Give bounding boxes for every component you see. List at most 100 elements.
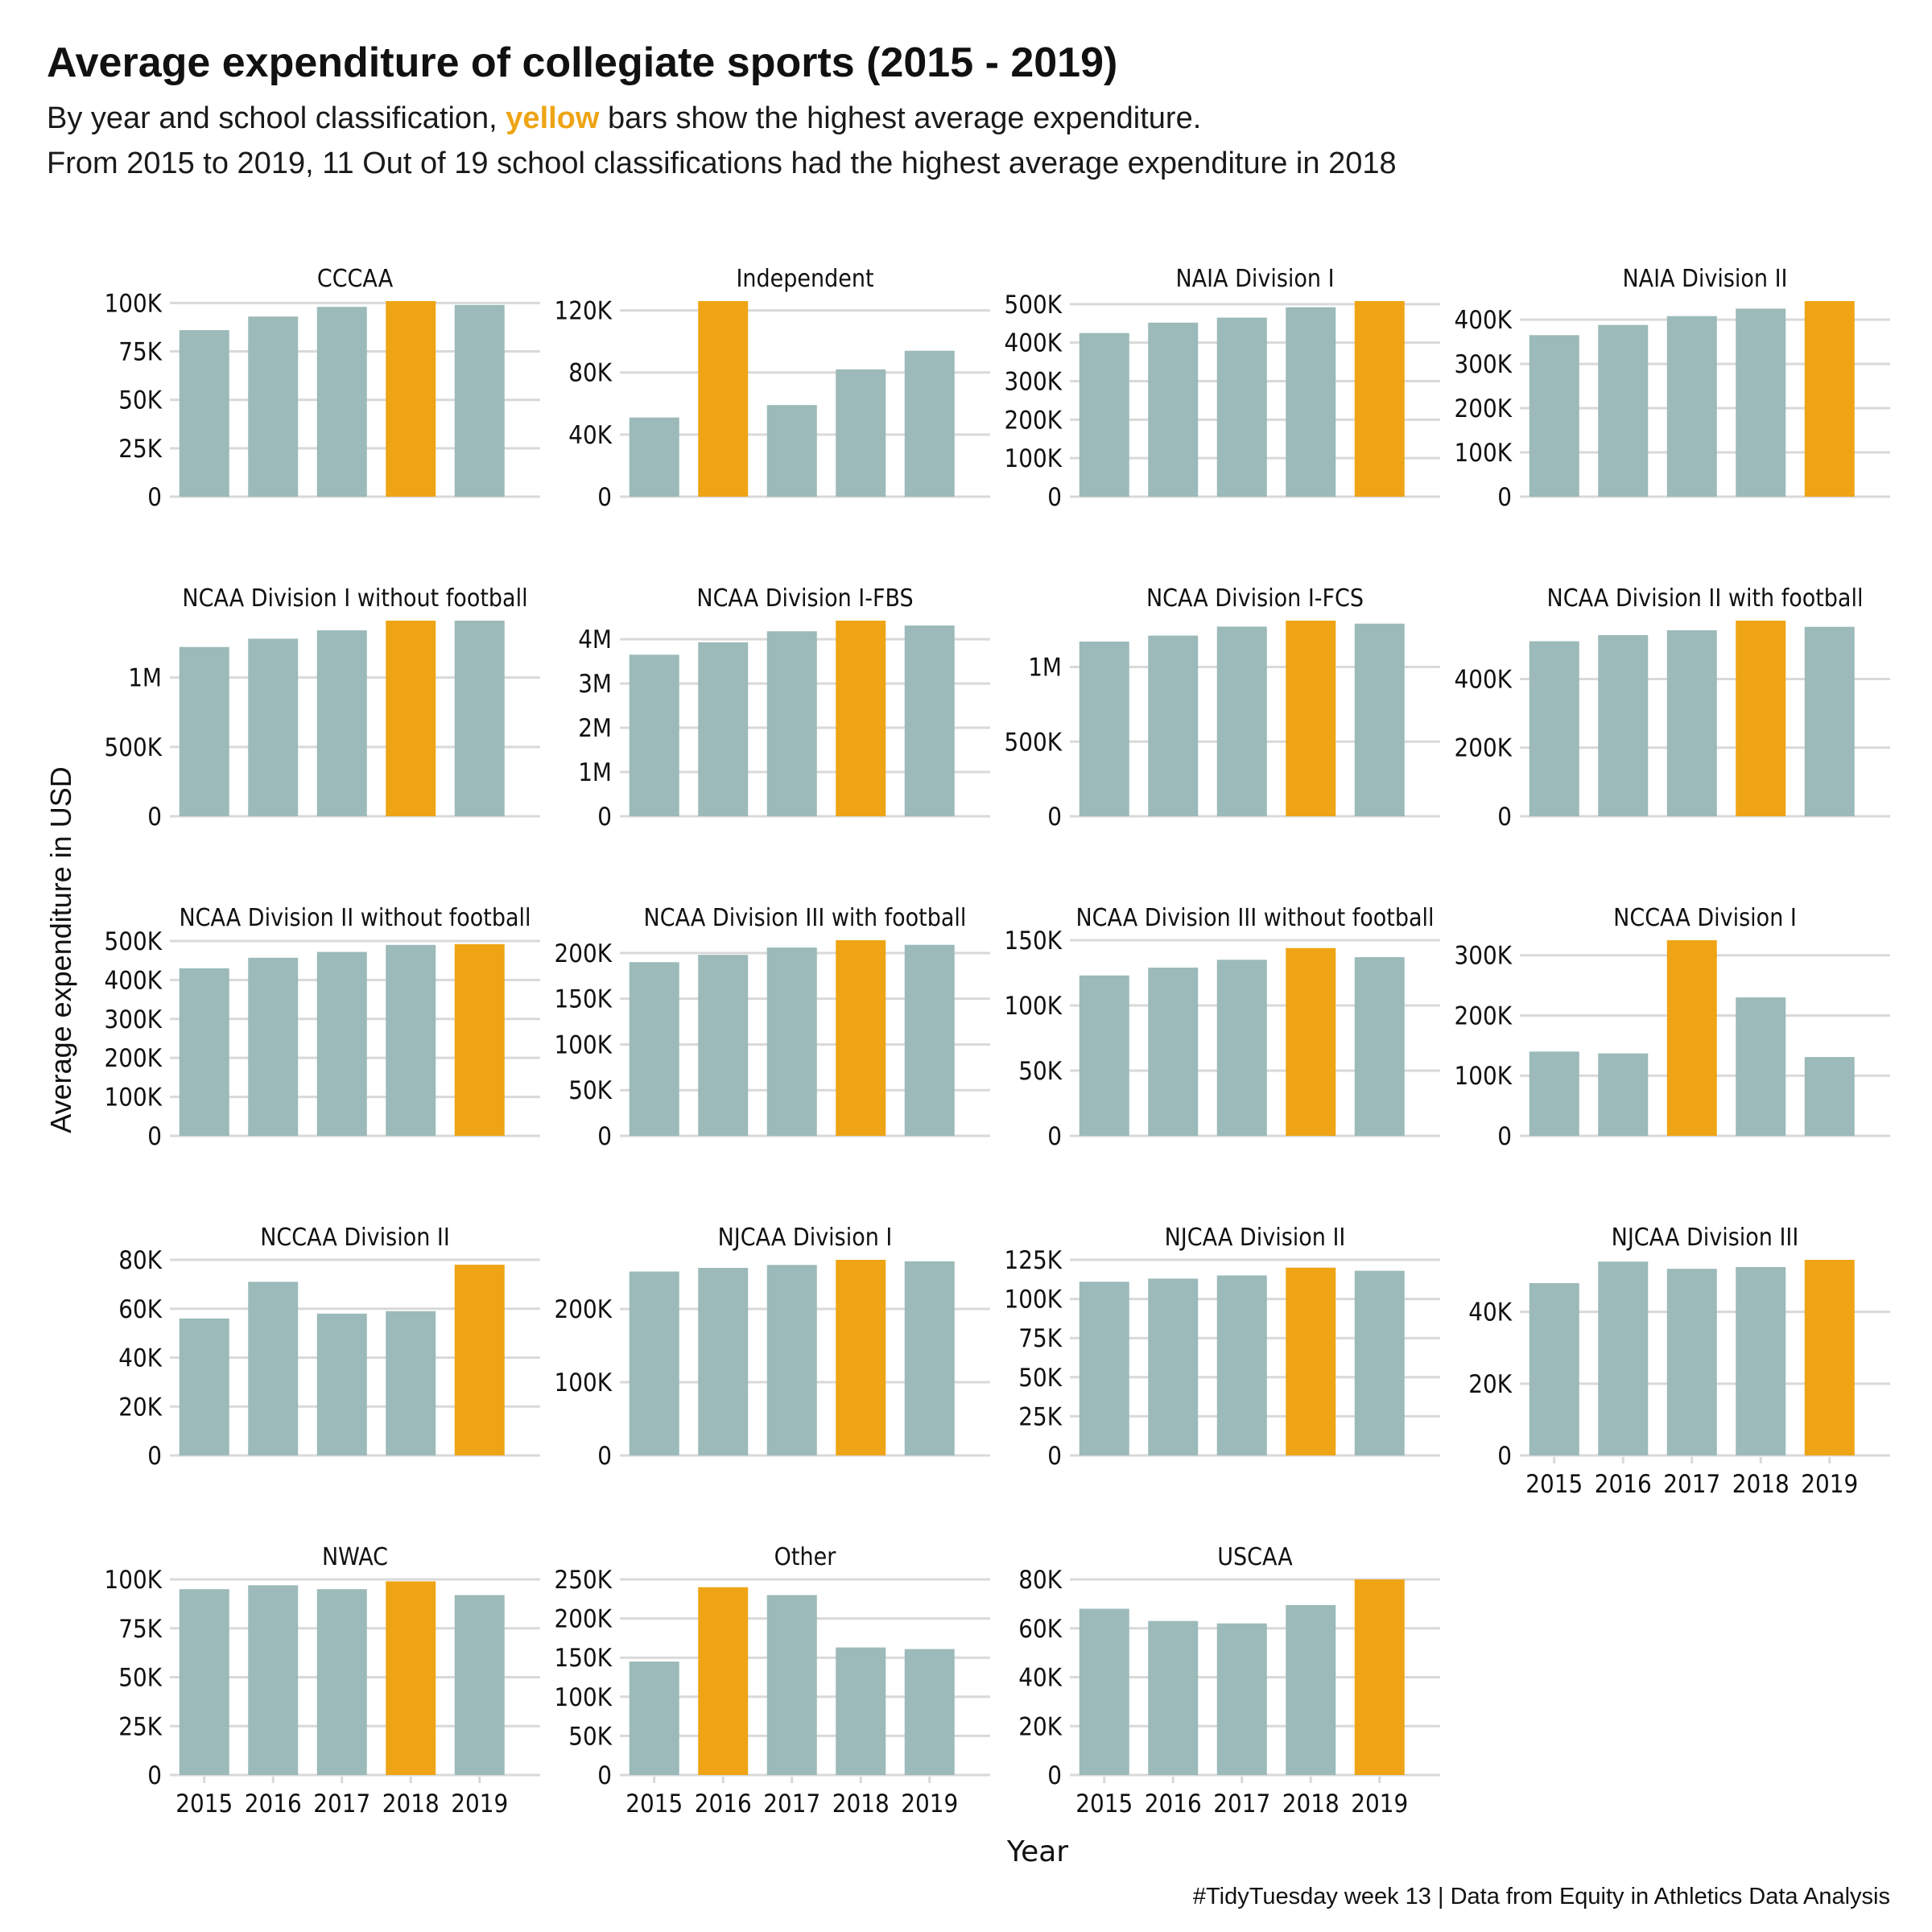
y-tick-label: 250K — [554, 1566, 612, 1595]
bar-highlight — [454, 943, 505, 1136]
bar — [454, 1595, 505, 1775]
facet-title: NJCAA Division I — [718, 1224, 893, 1252]
bar — [179, 968, 229, 1136]
bar — [904, 1261, 955, 1455]
y-tick-label: 60K — [118, 1295, 162, 1324]
y-tick-label: 80K — [1018, 1566, 1062, 1595]
bar-highlight — [836, 1260, 886, 1455]
y-tick-label: 200K — [104, 1044, 162, 1073]
bar — [179, 646, 229, 816]
subtitle-highlight-word: yellow — [506, 101, 600, 135]
y-tick-label: 100K — [104, 1566, 162, 1595]
facet-panel: NCCAA Division I 0 100K 200K 300K — [1454, 904, 1890, 1151]
bar-highlight — [1736, 621, 1786, 816]
bar — [1148, 1620, 1199, 1775]
bar-highlight — [1666, 940, 1717, 1136]
facet-panel: NCAA Division I-FCS 0 500K 1M — [1004, 584, 1440, 832]
facet-panel: USCAA 0 20K 40K 60K 80K 2015 2016 2017 2018 2019 — [1018, 1543, 1440, 1818]
y-tick-label: 0 — [597, 803, 612, 832]
y-tick-label: 50K — [118, 386, 162, 415]
x-tick-label: 2017 — [1663, 1470, 1720, 1499]
y-tick-label: 400K — [1454, 665, 1512, 694]
y-tick-label: 40K — [1018, 1664, 1062, 1693]
facet-panel: NCAA Division I without football 0 500K 1M — [104, 584, 540, 832]
y-tick-label: 0 — [147, 483, 162, 512]
y-tick-label: 20K — [1468, 1370, 1512, 1399]
facet-panel: NJCAA Division III 0 20K 40K 2015 2016 2017 201… — [1468, 1224, 1890, 1499]
x-tick-label: 2017 — [313, 1790, 370, 1818]
y-tick-label: 50K — [568, 1076, 612, 1105]
bar — [1079, 332, 1129, 497]
bar — [1736, 1266, 1786, 1455]
y-tick-label: 80K — [568, 359, 612, 388]
y-axis-title: Average expenditure in USD — [44, 766, 77, 1133]
y-tick-label: 100K — [554, 1368, 612, 1397]
facet-panel: NWAC 0 25K 50K 75K 100K 2015 2016 2017 2018 2019 — [104, 1543, 540, 1818]
y-tick-label: 0 — [1047, 1122, 1062, 1151]
bar — [629, 654, 679, 816]
y-tick-label: 3M — [578, 670, 612, 699]
y-tick-label: 500K — [104, 927, 162, 956]
bar — [1148, 635, 1199, 816]
bar — [904, 350, 955, 497]
bar-highlight — [386, 1581, 436, 1775]
facet-panel: Independent 0 40K 80K 120K — [554, 265, 990, 512]
facet-panel: NJCAA Division I 0 100K 200K — [554, 1224, 990, 1471]
facet-panel: NJCAA Division II 0 25K 50K 75K 100K 125K — [1004, 1224, 1440, 1471]
y-tick-label: 0 — [147, 1442, 162, 1471]
y-tick-label: 1M — [1028, 654, 1062, 683]
bar — [1529, 335, 1579, 497]
bar — [629, 417, 679, 497]
facet-title: NJCAA Division III — [1612, 1224, 1799, 1252]
bar-highlight — [698, 1587, 749, 1775]
facet-title: NCAA Division III with football — [644, 904, 967, 932]
y-tick-label: 100K — [554, 1683, 612, 1712]
bar — [316, 952, 367, 1136]
y-tick-label: 0 — [1497, 1442, 1512, 1471]
bar — [629, 962, 679, 1136]
x-tick-label: 2015 — [1075, 1790, 1133, 1818]
y-tick-label: 300K — [1454, 350, 1512, 379]
facet-title: USCAA — [1217, 1543, 1293, 1571]
bar — [904, 1649, 955, 1775]
x-tick-label: 2018 — [832, 1790, 890, 1818]
facet-panel: NAIA Division I 0 100K 200K 300K 400K 500K — [1004, 265, 1440, 512]
x-tick-label: 2016 — [1595, 1470, 1652, 1499]
x-tick-label: 2019 — [451, 1790, 508, 1818]
y-tick-label: 0 — [597, 483, 612, 512]
y-tick-label: 150K — [554, 985, 612, 1014]
y-tick-label: 400K — [1004, 329, 1062, 358]
x-axis-title: Year — [1006, 1835, 1068, 1868]
y-tick-label: 150K — [554, 1644, 612, 1673]
x-tick-label: 2018 — [1282, 1790, 1340, 1818]
bar-highlight — [1286, 947, 1336, 1136]
bar — [248, 1585, 299, 1775]
bar — [1079, 1608, 1129, 1775]
bar — [1529, 1051, 1579, 1136]
y-tick-label: 20K — [118, 1393, 162, 1422]
bar — [766, 405, 817, 497]
y-tick-label: 0 — [1047, 483, 1062, 512]
bar — [1736, 997, 1786, 1136]
y-tick-label: 100K — [554, 1030, 612, 1059]
bar-highlight — [1804, 1260, 1855, 1455]
y-tick-label: 0 — [1497, 1122, 1512, 1151]
y-tick-label: 400K — [1454, 306, 1512, 335]
bar — [454, 621, 505, 816]
bar-highlight — [454, 1265, 505, 1455]
bar — [1148, 968, 1199, 1136]
bar — [1804, 626, 1855, 816]
facet-title: NJCAA Division II — [1165, 1224, 1346, 1252]
facet-panel: NCAA Division II without football 0 100K 20… — [104, 904, 540, 1151]
y-tick-label: 0 — [1047, 1442, 1062, 1471]
x-tick-label: 2016 — [695, 1790, 752, 1818]
facet-title: NCAA Division III without football — [1075, 904, 1434, 932]
y-tick-label: 50K — [1018, 1364, 1062, 1393]
y-tick-label: 500K — [1004, 291, 1062, 320]
y-tick-label: 40K — [568, 421, 612, 450]
y-tick-label: 300K — [104, 1005, 162, 1034]
bar — [1216, 1275, 1267, 1455]
bar-highlight — [836, 621, 886, 816]
y-tick-label: 200K — [1454, 394, 1512, 423]
facet-title: NAIA Division I — [1175, 265, 1334, 293]
